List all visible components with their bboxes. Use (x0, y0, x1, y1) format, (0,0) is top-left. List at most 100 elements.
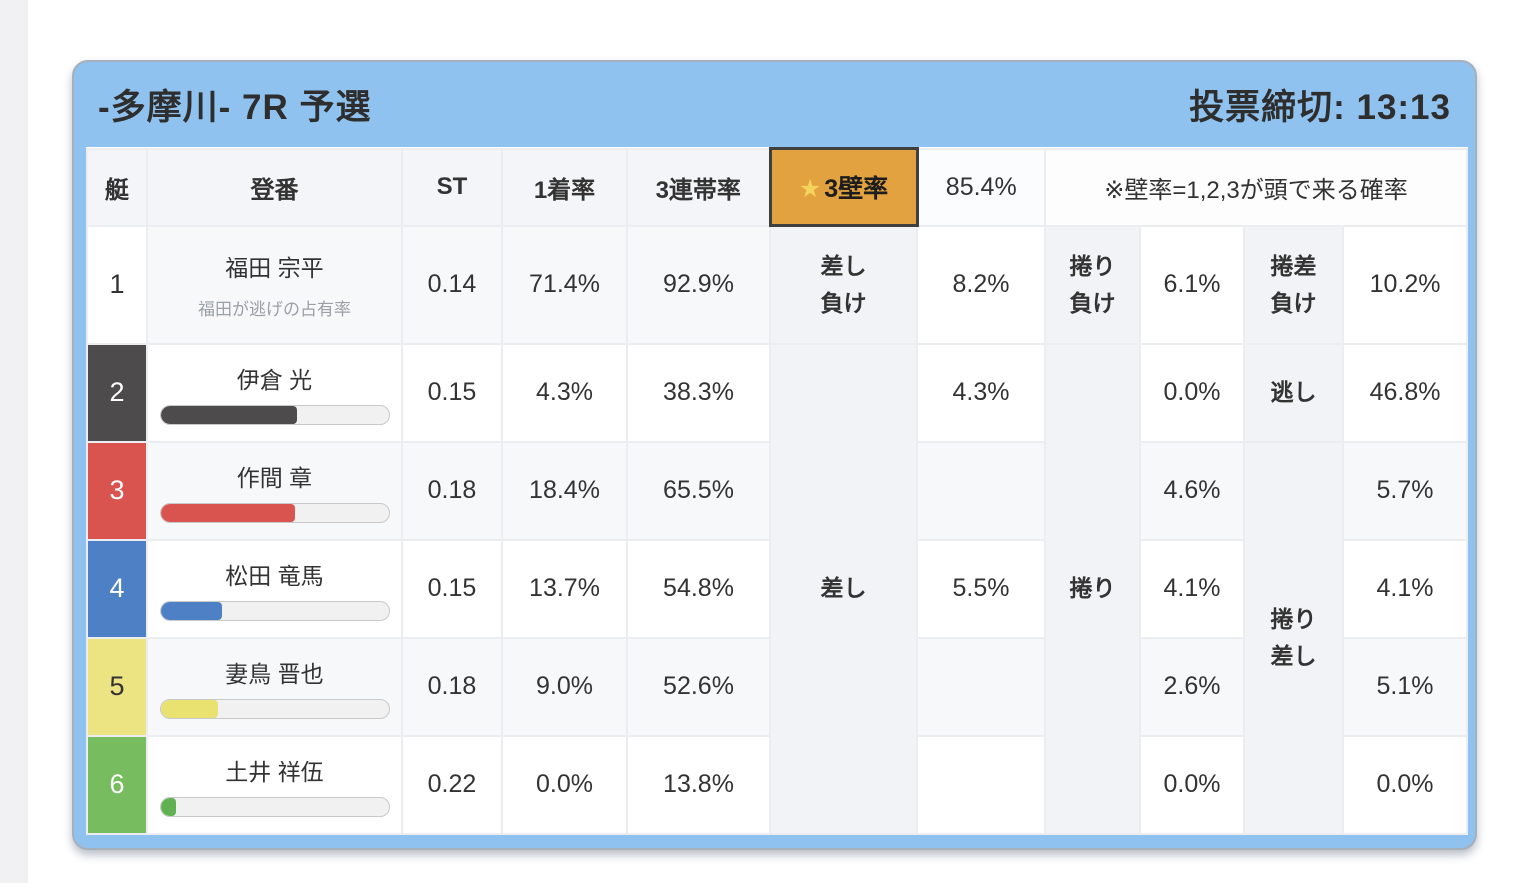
racer-cell: 妻鳥 晋也 (146, 636, 403, 737)
top3-rate-cell: 52.6% (626, 636, 771, 737)
racer-row: 4 松田 竜馬 0.15 13.7% 54.8% 5.5% 4.1% 4.1% (86, 538, 1469, 639)
label-line: 負け (1270, 289, 1317, 316)
racer-cell: 松田 竜馬 (146, 538, 403, 639)
racer-cell: 土井 祥伍 (146, 734, 403, 835)
race-card: -多摩川- 7R 予選 投票締切: 13:13 艇 登番 ST 1着率 3連帯率… (72, 60, 1477, 850)
stat-bar (159, 600, 390, 621)
makurizashi-value-cell: 5.7% (1341, 440, 1469, 541)
sashi-value-cell: 8.2% (916, 224, 1046, 345)
race-title: -多摩川- 7R 予選 (98, 88, 372, 127)
makuri-label: 捲り (1044, 342, 1141, 835)
racer-row: 6 土井 祥伍 0.22 0.0% 13.8% 0.0% 0.0% (86, 734, 1469, 835)
boat-number-cell: 6 (86, 734, 148, 835)
top3-rate-cell: 13.8% (626, 734, 771, 835)
race-card-header: -多摩川- 7R 予選 投票締切: 13:13 (86, 62, 1463, 147)
top3-rate-cell: 38.3% (626, 342, 771, 443)
col-header-registration: 登番 (146, 147, 403, 227)
racer-row: 2 伊倉 光 0.15 4.3% 38.3% 差し 4.3% 捲り 0.0% 逃… (86, 342, 1469, 835)
wall-rate-header-button[interactable]: ★ 3壁率 (768, 147, 919, 227)
makurizashi-label: 捲り 差し (1243, 440, 1344, 835)
win-rate-cell: 13.7% (501, 538, 628, 639)
sashi-value-cell (916, 636, 1046, 737)
boat-number-cell: 1 (86, 224, 148, 345)
racer-row: 3 作間 章 0.18 18.4% 65.5% 4.6% 捲り 差し 5.7% (86, 440, 1469, 835)
label-line: 捲り (1270, 605, 1317, 632)
label-line: 負け (820, 289, 867, 316)
racer-name: 福田 宗平 (225, 255, 324, 281)
top3-rate-cell: 54.8% (626, 538, 771, 639)
makurizashi-value-cell: 5.1% (1341, 636, 1469, 737)
racer-cell: 作間 章 (146, 440, 403, 541)
sashi-value-cell: 4.3% (916, 342, 1046, 443)
st-cell: 0.18 (401, 440, 503, 541)
sashi-value-cell (916, 734, 1046, 835)
makuri-value-cell: 0.0% (1139, 734, 1245, 835)
stat-bar-fill (160, 601, 223, 620)
makuri-value-cell: 4.1% (1139, 538, 1245, 639)
makurizashi-value-cell: 4.1% (1341, 538, 1469, 639)
stat-bar (159, 502, 390, 523)
sashi-make-label: 差し 負け (769, 224, 918, 345)
makuri-value-cell: 4.6% (1139, 440, 1245, 541)
page-left-gutter (0, 0, 28, 883)
racer-name: 妻鳥 晋也 (225, 660, 324, 687)
stat-bar (159, 404, 390, 425)
st-cell: 0.18 (401, 636, 503, 737)
win-rate-cell: 71.4% (501, 224, 628, 345)
nigashi-label: 逃し (1243, 342, 1344, 443)
st-cell: 0.15 (401, 342, 503, 443)
label-line: 負け (1069, 289, 1116, 316)
boat-number-cell: 3 (86, 440, 148, 541)
stat-bar (159, 698, 390, 719)
col-header-top3-rate: 3連帯率 (626, 147, 771, 227)
makurizashi-value-cell: 46.8% (1341, 342, 1469, 443)
racer-sublabel: 福田が逃げの占有率 (198, 300, 351, 319)
boat-number-cell: 2 (86, 342, 148, 443)
makurizashi-value-cell: 0.0% (1341, 734, 1469, 835)
makuri-make-label: 捲り 負け (1044, 224, 1141, 345)
table-header-row: 艇 登番 ST 1着率 3連帯率 ★ 3壁率 85.4% ※壁率=1,2,3が頭で… (86, 147, 1469, 227)
top3-rate-cell: 92.9% (626, 224, 771, 345)
st-cell: 0.22 (401, 734, 503, 835)
col-header-boat: 艇 (86, 147, 148, 227)
makusa-make-label: 捲差 負け (1243, 224, 1344, 345)
racer-cell: 福田 宗平 福田が逃げの占有率 (146, 224, 403, 345)
top3-rate-cell: 65.5% (626, 440, 771, 541)
racer-name: 土井 祥伍 (225, 758, 324, 785)
sashi-value-cell: 5.5% (916, 538, 1046, 639)
label-line: 差し (820, 252, 867, 279)
win-rate-cell: 18.4% (501, 440, 628, 541)
label-line: 捲り (1069, 252, 1116, 279)
sashi-label: 差し (769, 342, 918, 835)
race-table: 艇 登番 ST 1着率 3連帯率 ★ 3壁率 85.4% ※壁率=1,2,3が頭で… (86, 147, 1469, 835)
makuri-value-cell: 0.0% (1139, 342, 1245, 443)
win-rate-cell: 4.3% (501, 342, 628, 443)
sashi-value-cell (916, 440, 1046, 541)
st-cell: 0.15 (401, 538, 503, 639)
label-line: 差し (1270, 642, 1317, 669)
stat-bar-fill (160, 797, 177, 816)
racer-name: 伊倉 光 (236, 366, 313, 393)
racer-cell: 伊倉 光 (146, 342, 403, 443)
wall-rate-note: ※壁率=1,2,3が頭で来る確率 (1043, 147, 1469, 227)
wall-rate-value: 85.4% (916, 147, 1046, 227)
col-header-win-rate: 1着率 (501, 147, 628, 227)
vote-deadline: 投票締切: 13:13 (1189, 88, 1451, 127)
stat-bar-fill (160, 503, 296, 522)
stat-bar-fill (160, 699, 218, 718)
star-icon: ★ (798, 175, 822, 203)
stat-bar-fill (160, 405, 298, 424)
racer-name: 作間 章 (236, 464, 313, 491)
win-rate-cell: 0.0% (501, 734, 628, 835)
label-line: 捲差 (1270, 252, 1317, 279)
win-rate-cell: 9.0% (501, 636, 628, 737)
st-cell: 0.14 (401, 224, 503, 345)
racer-row: 5 妻鳥 晋也 0.18 9.0% 52.6% 2.6% 5.1% (86, 636, 1469, 737)
racer-row: 1 福田 宗平 福田が逃げの占有率 0.14 71.4% 92.9% 差し 負け… (86, 224, 1469, 345)
makuri-value-cell: 2.6% (1139, 636, 1245, 737)
stat-bar (159, 796, 390, 817)
wall-rate-header-label: 3壁率 (824, 175, 889, 203)
boat-number-cell: 5 (86, 636, 148, 737)
boat-number-cell: 4 (86, 538, 148, 639)
racer-name: 松田 竜馬 (225, 562, 324, 589)
